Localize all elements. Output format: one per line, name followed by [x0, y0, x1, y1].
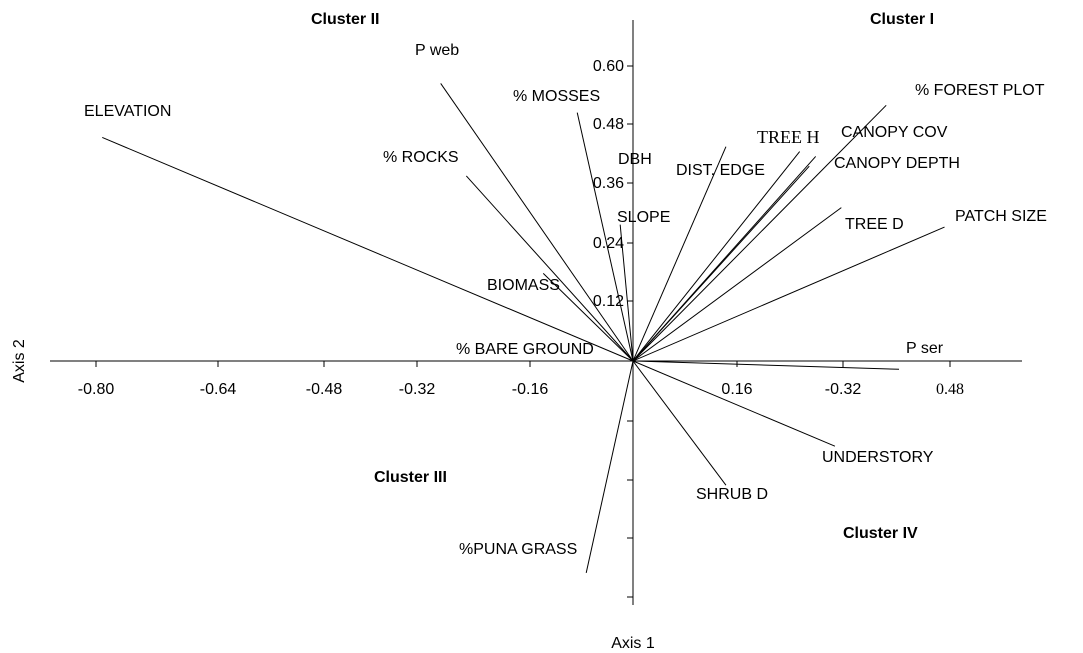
vector-label-patch-size: PATCH SIZE — [955, 208, 1047, 225]
cluster-label-i: Cluster I — [870, 11, 934, 28]
vector-forest-plot — [632, 104, 887, 362]
vector-label-biomass: BIOMASS — [487, 277, 560, 294]
y-tick-label: 0.60 — [593, 58, 624, 75]
x-tick-label: -0.32 — [399, 381, 436, 398]
vector-p-web — [440, 83, 634, 362]
vector-labels-group: ELEVATION P web % MOSSES % ROCKS DBH SLOPE BIO… — [84, 42, 1047, 558]
vector-tree-d — [632, 207, 842, 362]
vector-label-dbh: DBH — [618, 151, 652, 168]
vector-shrub-d — [632, 360, 727, 486]
x-tick-label: -0.80 — [78, 381, 115, 398]
vector-label-canopy-cov: CANOPY COV — [841, 124, 948, 141]
vector-tree-h — [632, 151, 801, 362]
cluster-label-ii: Cluster II — [311, 11, 379, 28]
y-axis-title: Axis 2 — [11, 339, 28, 383]
vector-label-forest-plot: % FOREST PLOT — [915, 82, 1045, 99]
vector-canopy-depth — [632, 165, 810, 362]
cluster-label-iii: Cluster III — [374, 469, 447, 486]
vector-label-canopy-depth: CANOPY DEPTH — [834, 155, 960, 172]
vector-label-dist-edge: DIST. EDGE — [676, 162, 765, 179]
vector-label-elevation: ELEVATION — [84, 103, 171, 120]
vector-label-tree-d: TREE D — [845, 216, 904, 233]
vector-rocks — [465, 175, 634, 362]
vector-label-slope: SLOPE — [617, 209, 670, 226]
vector-elevation — [102, 137, 634, 362]
vector-label-rocks: % ROCKS — [383, 149, 459, 166]
vector-label-p-ser: P ser — [906, 340, 944, 357]
vectors-group — [102, 83, 945, 573]
vector-understory — [632, 360, 836, 447]
cluster-label-iv: Cluster IV — [843, 525, 918, 542]
vector-p-ser — [632, 360, 900, 370]
y-ticks-group: 0.60 0.48 0.36 0.24 0.12 — [593, 58, 633, 598]
vector-label-bare-ground: % BARE GROUND — [456, 341, 594, 358]
x-axis-title: Axis 1 — [611, 635, 655, 652]
vector-slope — [619, 224, 634, 362]
vector-puna-grass — [585, 360, 634, 573]
y-tick-label: 0.48 — [593, 116, 624, 133]
vector-label-tree-h: TREE H — [757, 127, 820, 147]
y-tick-label: 0.12 — [593, 293, 624, 310]
vector-label-p-web: P web — [415, 42, 459, 59]
vector-label-understory: UNDERSTORY — [822, 449, 934, 466]
vector-label-puna-grass: %PUNA GRASS — [459, 541, 577, 558]
x-tick-label: -0.48 — [306, 381, 343, 398]
y-tick-label: 0.24 — [593, 235, 624, 252]
vector-mosses — [576, 112, 634, 362]
vector-label-shrub-d: SHRUB D — [696, 486, 768, 503]
vector-biomass — [542, 272, 634, 362]
axes-group — [50, 20, 1022, 605]
vector-patch-size — [632, 226, 945, 362]
x-tick-label: 0.16 — [721, 381, 752, 398]
vector-dist-edge — [632, 146, 727, 362]
vector-label-mosses: % MOSSES — [513, 88, 600, 105]
x-tick-label: 0.48 — [936, 381, 964, 398]
x-tick-label: -0.64 — [200, 381, 237, 398]
y-tick-label: 0.36 — [593, 175, 624, 192]
x-tick-label: -0.16 — [512, 381, 549, 398]
x-ticks-group: -0.80 -0.64 -0.48 -0.32 -0.16 0.16 -0.32 0.48 — [78, 361, 964, 398]
x-tick-label: -0.32 — [825, 381, 862, 398]
